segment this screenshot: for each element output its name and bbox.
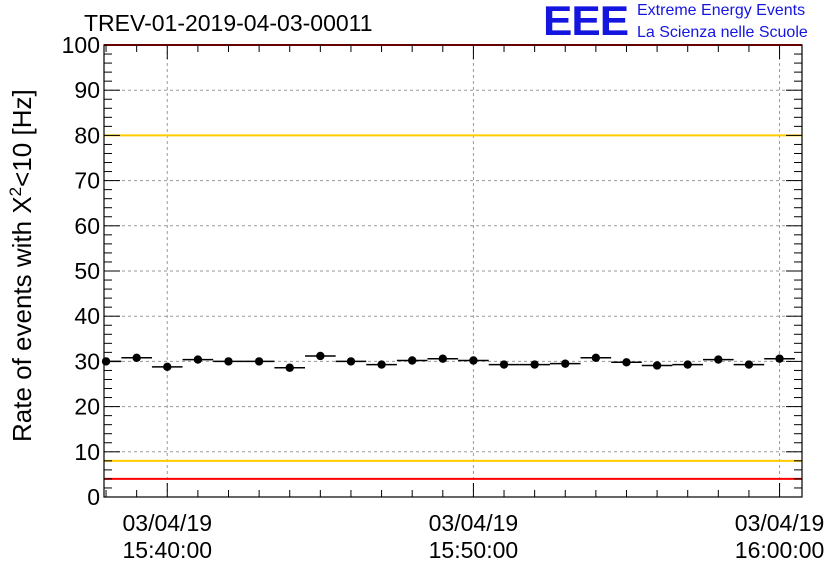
data-point xyxy=(151,362,183,372)
data-point-marker xyxy=(714,355,723,364)
reference-lines xyxy=(104,44,802,480)
data-point-marker xyxy=(683,360,692,369)
data-point xyxy=(305,351,336,361)
data-point xyxy=(488,360,520,369)
y-tick-label: 40 xyxy=(74,303,100,329)
data-point xyxy=(519,360,550,369)
data-point xyxy=(121,353,152,362)
y-tick-label: 100 xyxy=(62,32,100,58)
logo-text-line-2: La Scienza nelle Scuole xyxy=(637,24,808,41)
y-tick-labels: 0 10 20 30 40 50 60 70 80 90 100 xyxy=(62,32,100,510)
plot-area-border xyxy=(103,44,803,498)
x-tick-label-time: 15:50:00 xyxy=(429,537,519,563)
y-tick-label: 20 xyxy=(74,394,100,420)
data-point xyxy=(764,354,795,363)
data-point-marker xyxy=(775,354,784,363)
y-tick-label: 0 xyxy=(87,484,100,510)
data-point-marker xyxy=(438,354,447,363)
data-point xyxy=(243,357,275,366)
data-point-marker xyxy=(499,360,509,369)
data-point-marker xyxy=(652,361,662,370)
x-tick-label-date: 03/04/19 xyxy=(735,510,825,536)
data-point-marker xyxy=(285,363,294,372)
chart-title: TREV-01-2019-04-03-00011 xyxy=(84,10,373,36)
y-tick-label: 30 xyxy=(74,348,100,374)
data-point-marker xyxy=(744,360,754,369)
data-point-marker xyxy=(469,356,478,365)
data-points xyxy=(101,351,795,372)
data-point xyxy=(101,357,122,366)
y-tick-label: 90 xyxy=(74,77,100,103)
data-point-marker xyxy=(224,357,233,366)
x-tick-label-date: 03/04/19 xyxy=(429,510,519,536)
data-point-marker xyxy=(132,353,141,362)
data-point-marker xyxy=(622,358,631,367)
data-point-marker xyxy=(163,362,172,372)
data-point-marker xyxy=(254,357,264,366)
data-point xyxy=(641,361,673,370)
data-point xyxy=(396,356,428,365)
y-tick-label: 80 xyxy=(74,122,100,148)
data-point xyxy=(549,359,581,368)
grid-lines xyxy=(104,45,802,497)
data-point-marker xyxy=(561,359,570,368)
x-tick-labels: 03/04/1915:40:0003/04/1915:50:0003/04/19… xyxy=(123,510,825,563)
y-axis-label: Rate of events with X2<10 [Hz] xyxy=(6,89,37,442)
x-tick-label-date: 03/04/19 xyxy=(123,510,213,536)
data-point-marker xyxy=(193,355,203,364)
data-point-marker xyxy=(316,351,325,361)
y-tick-label: 60 xyxy=(74,213,100,239)
data-point xyxy=(366,360,397,369)
data-point-marker xyxy=(346,357,356,366)
eee-logo: EEE xyxy=(543,0,629,45)
axis-ticks xyxy=(104,44,802,498)
data-point xyxy=(703,355,734,364)
data-point xyxy=(611,358,642,367)
data-point-marker xyxy=(591,353,601,362)
x-tick-label-time: 16:00:00 xyxy=(735,537,825,563)
data-point xyxy=(672,360,704,369)
data-point-marker xyxy=(101,357,111,366)
plot-frame xyxy=(103,44,803,498)
data-point xyxy=(335,357,367,366)
x-tick-label-time: 15:40:00 xyxy=(123,537,213,563)
data-point-marker xyxy=(407,356,417,365)
data-point-marker xyxy=(530,360,539,369)
data-point xyxy=(427,354,459,363)
data-point xyxy=(580,353,612,362)
data-point xyxy=(458,356,489,365)
data-point xyxy=(733,360,765,369)
data-point-marker xyxy=(377,360,386,369)
data-point xyxy=(274,363,306,372)
data-point xyxy=(213,357,244,366)
logo-text-line-1: Extreme Energy Events xyxy=(637,2,806,19)
data-point xyxy=(182,355,214,364)
y-tick-label: 10 xyxy=(74,439,100,465)
y-tick-label: 70 xyxy=(74,168,100,194)
y-tick-label: 50 xyxy=(74,258,100,284)
